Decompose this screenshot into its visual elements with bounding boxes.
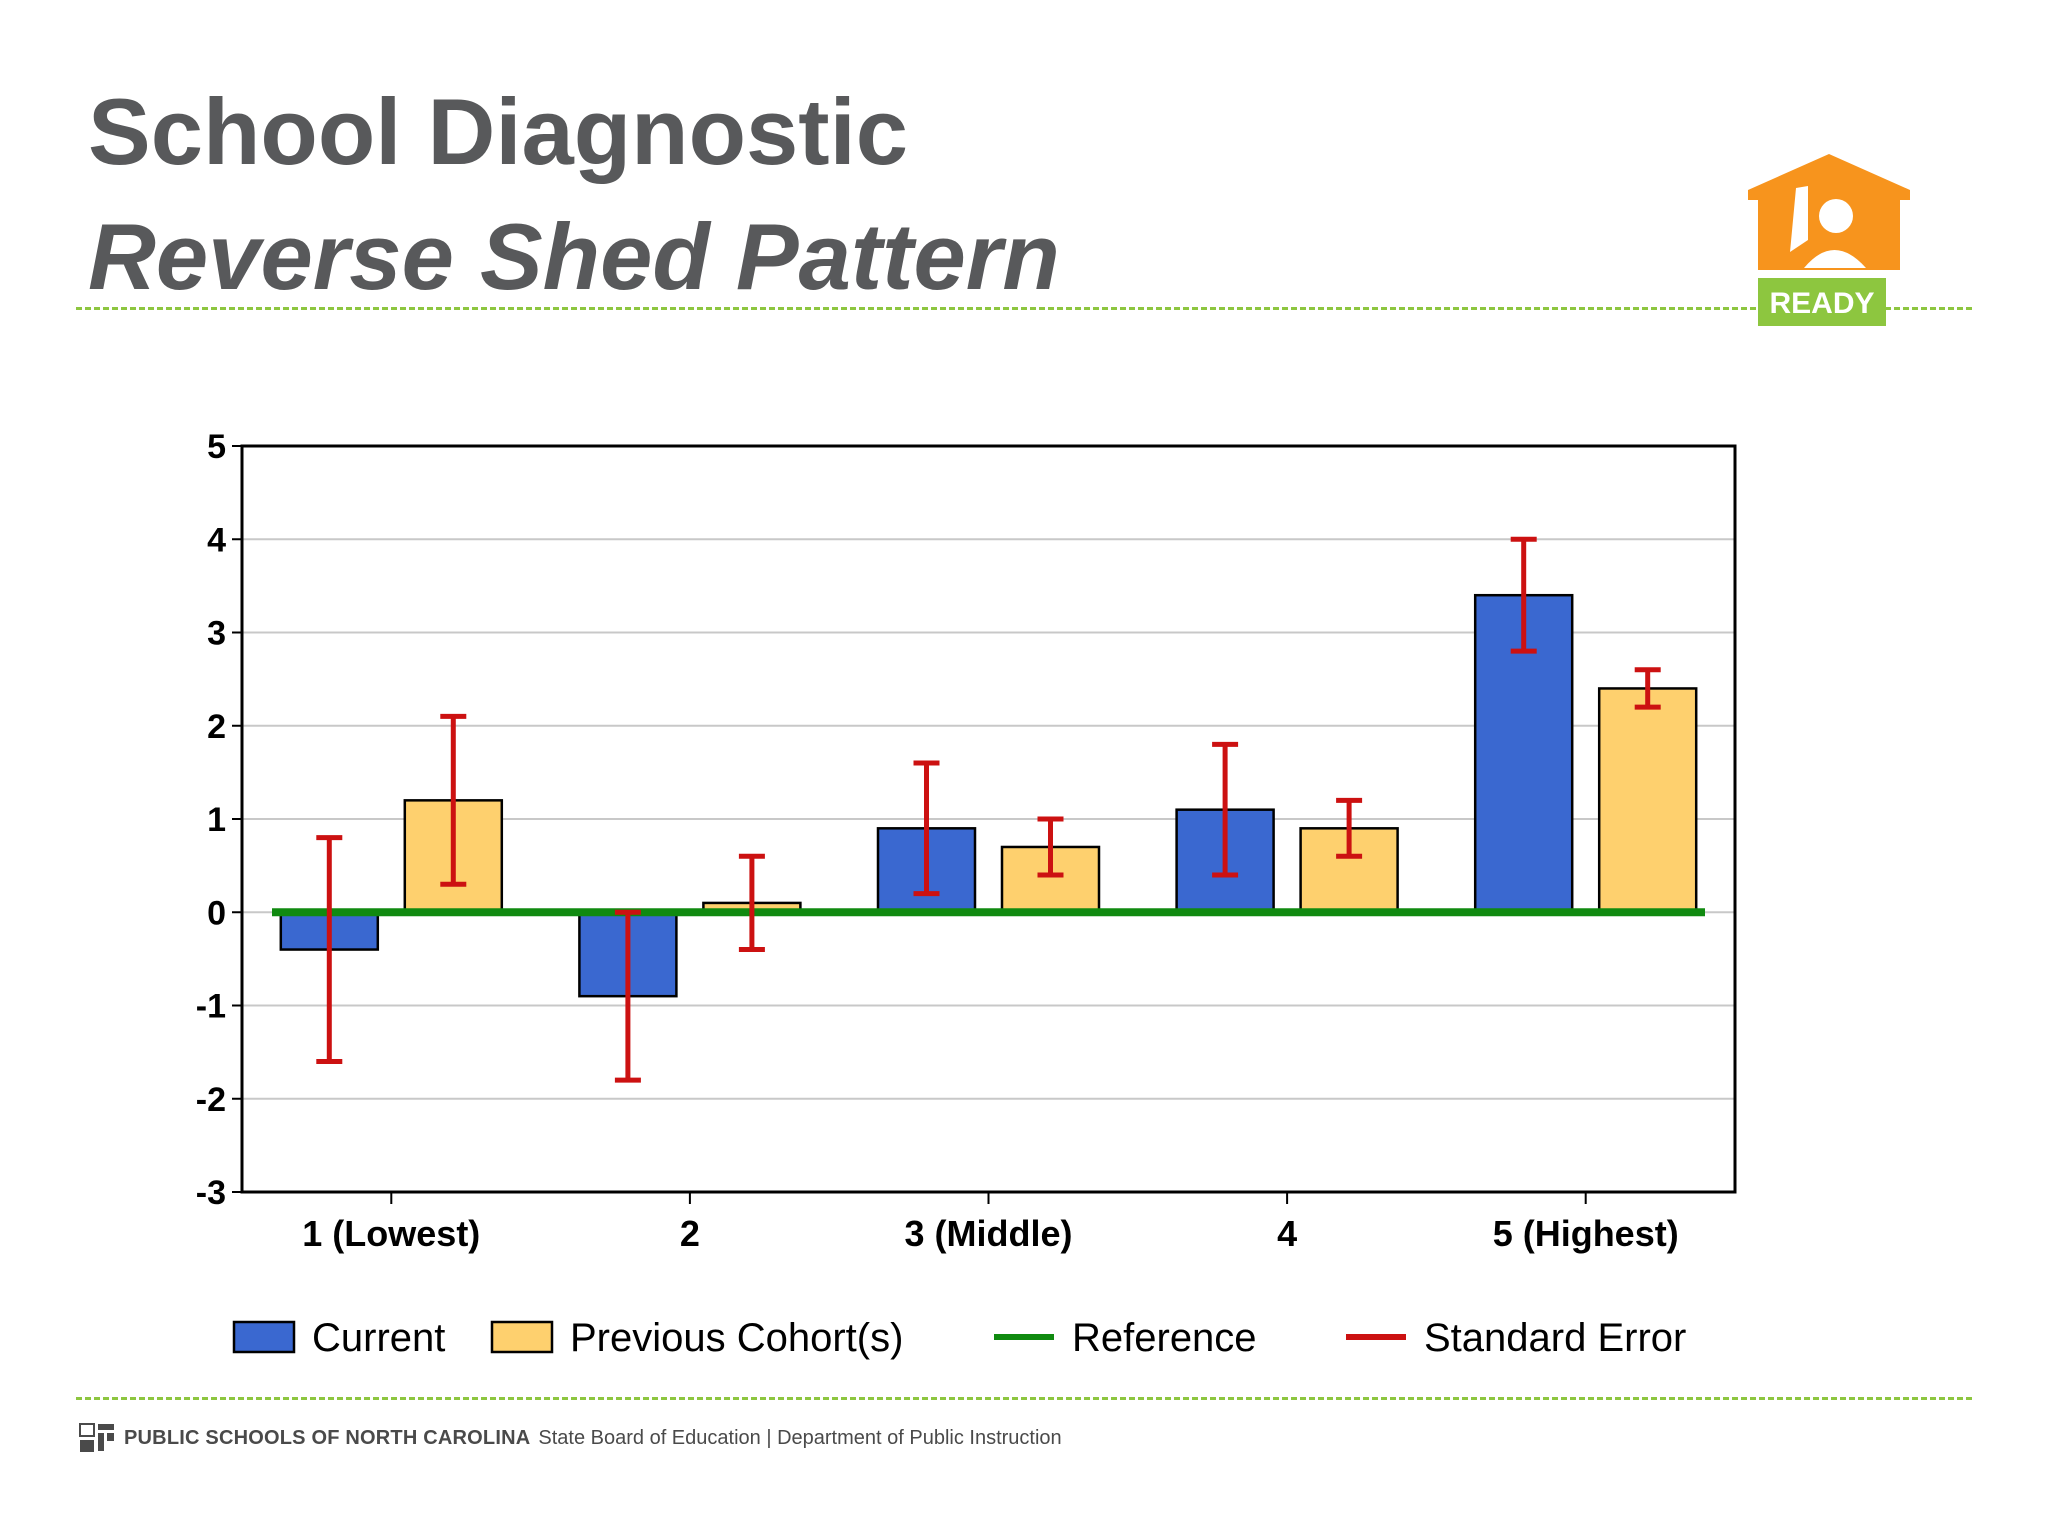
footer-org: PUBLIC SCHOOLS OF NORTH CAROLINA (124, 1426, 531, 1449)
y-tick-label: -1 (196, 988, 226, 1026)
legend: Current Previous Cohort(s) Reference Standa… (232, 1316, 1686, 1360)
x-tick-label: 3 (Middle) (905, 1213, 1073, 1254)
legend-label: Reference (1072, 1316, 1257, 1360)
legend-swatch (232, 1320, 296, 1354)
bar (1597, 687, 1698, 914)
bars (279, 593, 1698, 998)
footer: PUBLIC SCHOOLS OF NORTH CAROLINA State B… (78, 1418, 1062, 1458)
x-tick-label: 1 (Lowest) (302, 1213, 480, 1254)
y-tick-label: 2 (207, 708, 226, 746)
y-tick-label: 4 (207, 521, 226, 559)
x-tick-label: 4 (1277, 1213, 1297, 1254)
nc-seal-icon (79, 1423, 114, 1452)
footer-divider (76, 1397, 1972, 1400)
logo-text: READY (1769, 287, 1874, 320)
axes: 5 4 3 2 1 0 -1 -2 -3 1 (Lowest) 2 3 (Middle) 4 5 (Hig… (196, 428, 1737, 1254)
legend-label: Previous Cohort(s) (570, 1316, 903, 1360)
logo-figure-body (1804, 250, 1866, 268)
ready-logo: READY (1748, 154, 1910, 326)
y-tick-label: 0 (207, 894, 226, 932)
logo-banner (1758, 278, 1886, 326)
legend-label: Current (312, 1316, 445, 1360)
y-tick-label: 3 (207, 615, 226, 653)
x-tick-label: 5 (Highest) (1493, 1213, 1679, 1254)
error-bars (316, 536, 1661, 1083)
legend-label: Standard Error (1424, 1316, 1686, 1360)
footer-dept: State Board of Education | Department of… (538, 1426, 1062, 1449)
title-divider (76, 307, 1972, 310)
y-tick-label: -3 (196, 1174, 226, 1212)
y-tick-label: 5 (207, 428, 226, 466)
logo-figure-arm (1790, 186, 1808, 252)
slide-title: School Diagnostic (88, 79, 908, 184)
reverse-shed-chart: 5 4 3 2 1 0 -1 -2 -3 1 (Lowest) 2 3 (Middle) 4 5 (Hig… (196, 428, 1737, 1360)
logo-figure-head (1819, 199, 1853, 233)
x-tick-label: 2 (680, 1213, 700, 1254)
y-tick-label: -2 (196, 1081, 226, 1119)
legend-swatch (490, 1320, 554, 1354)
y-tick-label: 1 (207, 801, 226, 839)
slide-subtitle: Reverse Shed Pattern (88, 204, 1060, 309)
